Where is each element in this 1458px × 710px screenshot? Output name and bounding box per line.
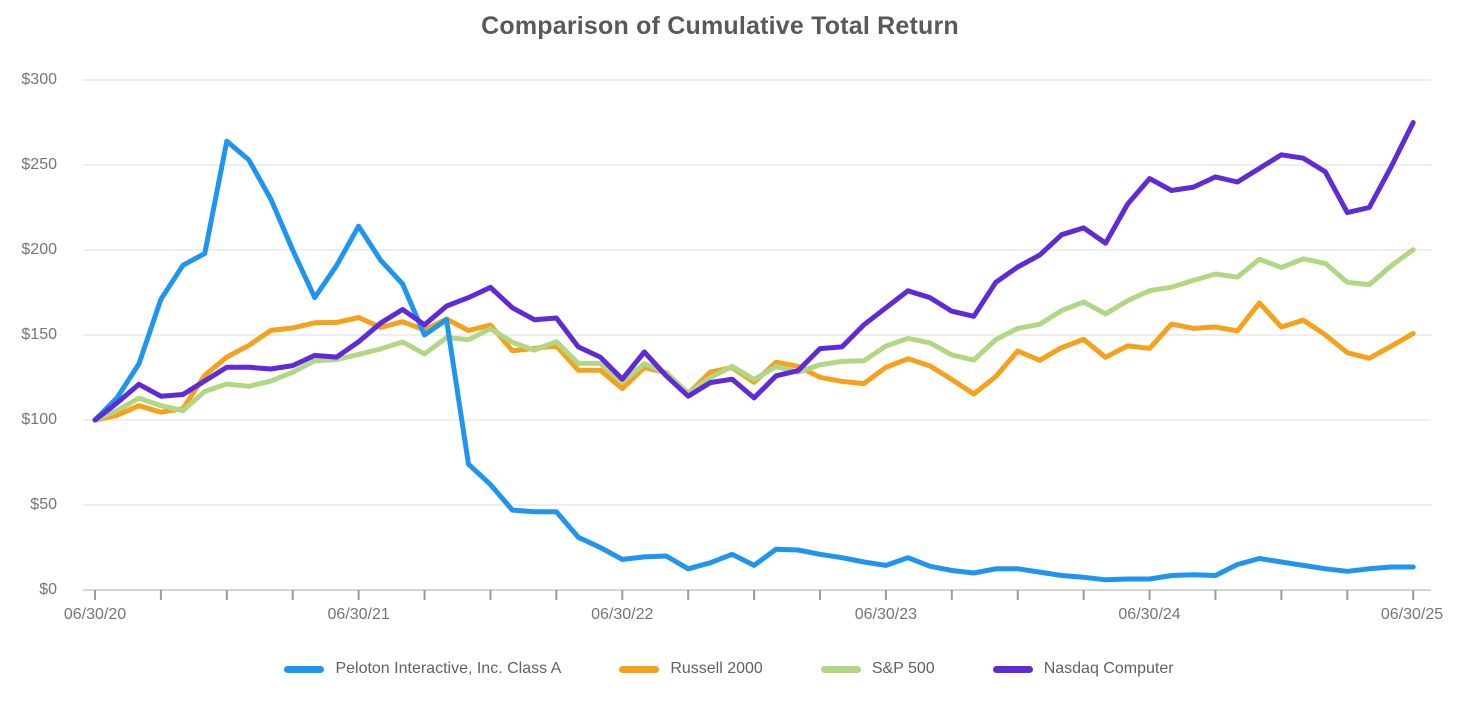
legend-swatch-icon <box>992 665 1033 673</box>
x-axis-tick-label: 06/30/20 <box>63 606 127 623</box>
y-axis-tick-label: $300 <box>21 71 57 88</box>
series-line-russell-2000 <box>92 300 1416 423</box>
legend-label: Nasdaq Computer <box>1043 660 1174 677</box>
legend-item: Russell 2000 <box>619 660 763 678</box>
chart-title: Comparison of Cumulative Total Return <box>481 12 959 40</box>
y-axis-tick-label: $100 <box>21 411 57 428</box>
legend-item: S&P 500 <box>820 660 935 678</box>
legend-label: Russell 2000 <box>670 660 763 677</box>
legend-label: S&P 500 <box>871 660 935 677</box>
series-line-nasdaq-computer <box>92 120 1416 423</box>
x-axis-tick-label: 06/30/25 <box>1380 606 1444 623</box>
legend-item: Peloton Interactive, Inc. Class A <box>284 660 561 678</box>
series-line-peloton-interactive-inc-class-a <box>92 138 1416 583</box>
x-axis-tick-label: 06/30/22 <box>591 606 654 623</box>
legend-swatch-icon <box>820 665 861 673</box>
x-axis-tick-label: 06/30/21 <box>327 606 390 623</box>
chart-legend: Peloton Interactive, Inc. Class A Russell… <box>0 660 1458 678</box>
legend-swatch-icon <box>284 665 325 673</box>
x-axis-tick-label: 06/30/23 <box>854 606 918 623</box>
y-axis-tick-label: $150 <box>21 326 57 343</box>
y-axis-tick-label: $250 <box>21 156 57 173</box>
legend-label: Peloton Interactive, Inc. Class A <box>335 660 562 677</box>
legend-swatch-icon <box>619 665 660 673</box>
legend-item: Nasdaq Computer <box>992 660 1174 678</box>
y-axis-tick-label: $0 <box>39 581 57 598</box>
x-axis-tick-label: 06/30/24 <box>1118 606 1181 623</box>
y-axis-tick-label: $200 <box>21 241 57 258</box>
y-axis-tick-label: $50 <box>30 496 57 513</box>
series-line-s-p-500 <box>92 247 1416 423</box>
